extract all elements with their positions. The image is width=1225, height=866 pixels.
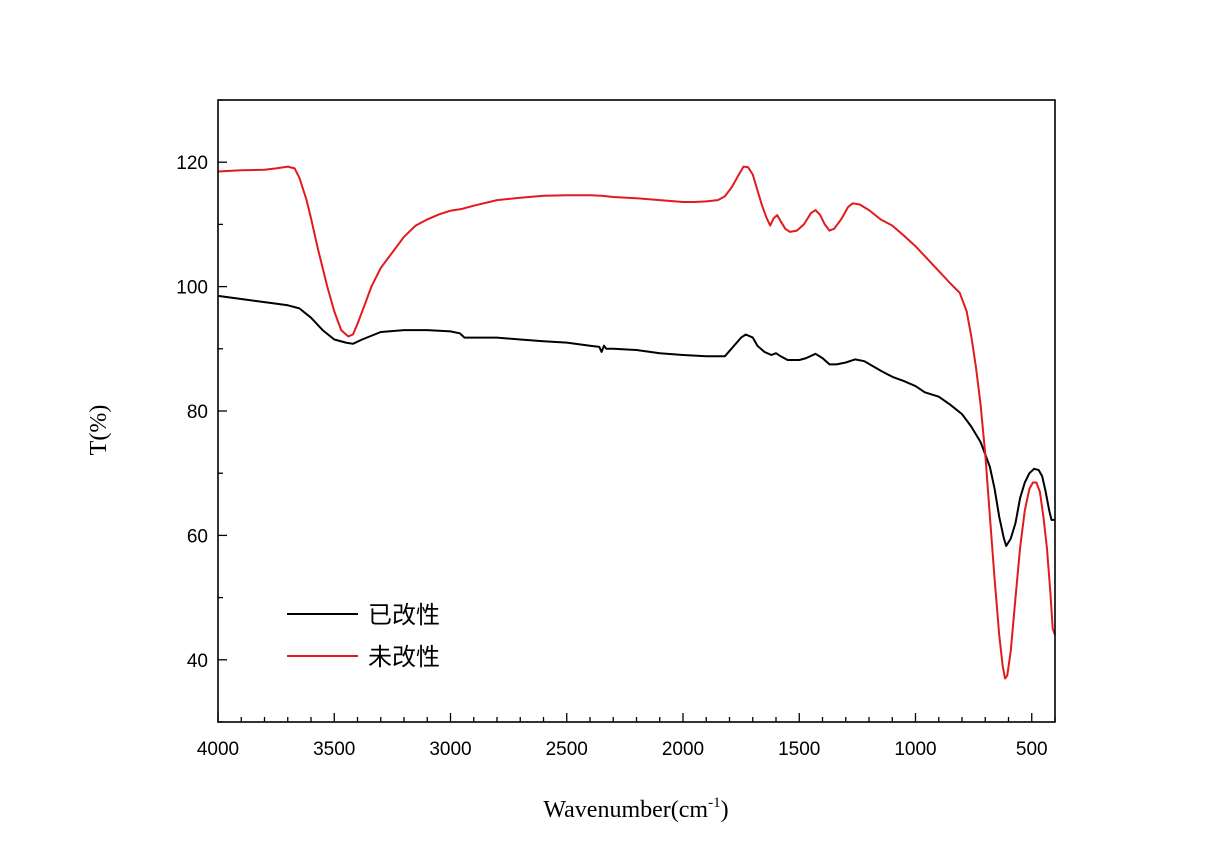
x-axis-title-superscript: -1 [708, 795, 721, 811]
x-tick-label: 2000 [662, 739, 704, 760]
plot-lines [217, 165, 1056, 680]
plot-frame [217, 99, 1056, 723]
x-axis-title-close: ) [721, 797, 729, 823]
y-tick-label: 100 [176, 278, 208, 299]
x-tick-label: 1000 [894, 739, 936, 760]
y-axis: 40 60 80 100 120 [176, 99, 227, 723]
x-tick-label: 500 [1016, 739, 1048, 760]
series-line-1 [217, 165, 1056, 680]
y-tick-label: 40 [187, 651, 208, 672]
y-tick-label: 120 [176, 153, 208, 174]
x-axis: 4000 3500 3000 2500 2000 1500 1000 500 [197, 713, 1056, 760]
x-axis-title-main: Wavenumber(cm [543, 797, 708, 823]
x-tick-label: 3000 [429, 739, 471, 760]
x-tick-label: 1500 [778, 739, 820, 760]
legend-label-modified: 已改性 [368, 601, 440, 629]
y-tick-label: 60 [187, 526, 208, 547]
x-axis-title: Wavenumber(cm-1) [543, 795, 728, 823]
x-tick-label: 4000 [197, 739, 239, 760]
y-tick-label: 80 [187, 402, 208, 423]
x-tick-label: 3500 [313, 739, 355, 760]
legend-label-unmodified: 未改性 [368, 643, 440, 671]
y-axis-title: T(%) [86, 405, 112, 456]
legend: 已改性 未改性 [287, 601, 440, 671]
x-tick-label: 2500 [546, 739, 588, 760]
series-line-0 [217, 294, 1055, 547]
